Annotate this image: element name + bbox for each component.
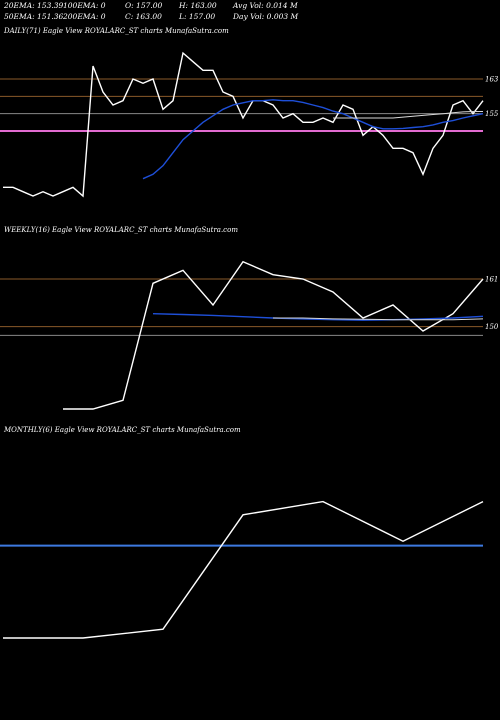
daily-ema20-line bbox=[142, 99, 484, 180]
stat-low: L: 157.00 bbox=[179, 12, 216, 21]
stats-row-1: 20EMA: 153.39100EMA: 0 O: 157.00 H: 163.00… bbox=[4, 1, 298, 10]
monthly-chart-title: MONTHLY(6) Eagle View ROYALARC_ST charts… bbox=[4, 426, 241, 434]
weekly-ema50-line bbox=[273, 317, 484, 321]
stat-100ema: 100EMA: 0 bbox=[63, 1, 106, 10]
stats-row-2: 50EMA: 151.36200EMA: 0 C: 163.00 L: 157.00… bbox=[4, 12, 298, 21]
stat-200ema: 200EMA: 0 bbox=[63, 12, 106, 21]
monthly-price-line bbox=[3, 500, 484, 639]
stat-avg-vol: Avg Vol: 0.014 M bbox=[233, 1, 298, 10]
weekly-chart-title: WEEKLY(16) Eagle View ROYALARC_ST charts… bbox=[4, 226, 238, 234]
stat-close: C: 163.00 bbox=[125, 12, 162, 21]
daily-level-label-0: 163 bbox=[485, 76, 499, 84]
stat-day-vol: Day Vol: 0.003 M bbox=[233, 12, 299, 21]
stat-20ema: 20EMA: 153.39 bbox=[4, 1, 64, 10]
weekly-price-line bbox=[63, 260, 484, 410]
daily-level-label-2: 155 bbox=[485, 110, 499, 118]
daily-price-line bbox=[3, 51, 484, 198]
daily-chart-title: DAILY(71) Eagle View ROYALARC_ST charts … bbox=[4, 27, 229, 35]
weekly-level-label-0: 161 bbox=[485, 276, 498, 284]
weekly-level-label-1: 150 bbox=[485, 323, 499, 331]
stat-open: O: 157.00 bbox=[125, 1, 163, 10]
weekly-ema20-line bbox=[152, 313, 484, 321]
daily-ema50-line bbox=[333, 111, 483, 119]
stat-high: H: 163.00 bbox=[179, 1, 217, 10]
stat-50ema: 50EMA: 151.36 bbox=[4, 12, 64, 21]
